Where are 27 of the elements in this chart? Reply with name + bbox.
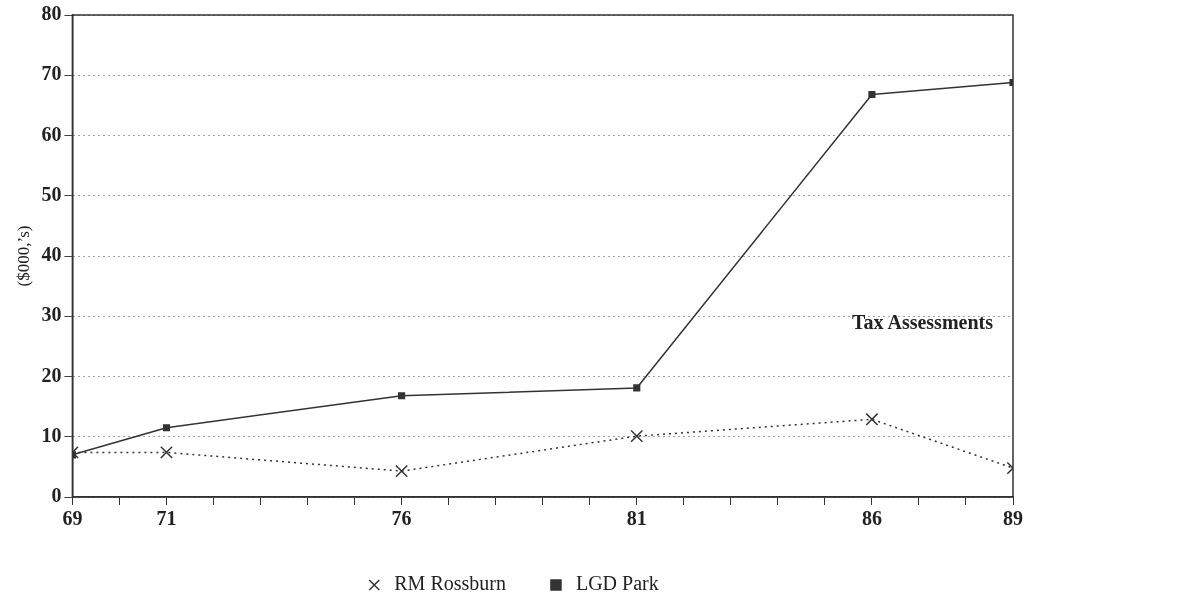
x-tick-label: 69	[62, 507, 83, 530]
x-tick-label: 86	[861, 507, 882, 530]
annotation: Tax Assessments	[852, 310, 994, 333]
y-tick-label: 70	[41, 62, 62, 85]
y-tick-label: 50	[41, 182, 62, 205]
point	[398, 392, 406, 400]
y-tick-label: 30	[41, 303, 62, 326]
y-tick-label: 20	[41, 363, 62, 386]
legend-label: RM Rossburn	[394, 572, 506, 595]
x-tick-label: 71	[156, 507, 177, 530]
point	[162, 424, 171, 432]
x-tick-label: 89	[1003, 507, 1023, 530]
y-tick-label: 0	[51, 484, 62, 507]
x-tick-label: 81	[626, 507, 647, 530]
y-tick-label: 60	[41, 122, 62, 145]
point	[160, 446, 173, 459]
x-tick-label: 76	[391, 507, 412, 530]
point	[630, 429, 644, 443]
point	[865, 412, 879, 426]
y-tick-label: 80	[41, 2, 62, 25]
legend-label: LGD Park	[575, 572, 659, 595]
point	[868, 90, 876, 99]
point	[633, 384, 641, 392]
y-tick-label: 40	[41, 243, 62, 266]
point	[395, 464, 409, 478]
y-tick-label: 10	[41, 423, 62, 446]
y-axis-title: ($000,’s)	[13, 225, 33, 287]
